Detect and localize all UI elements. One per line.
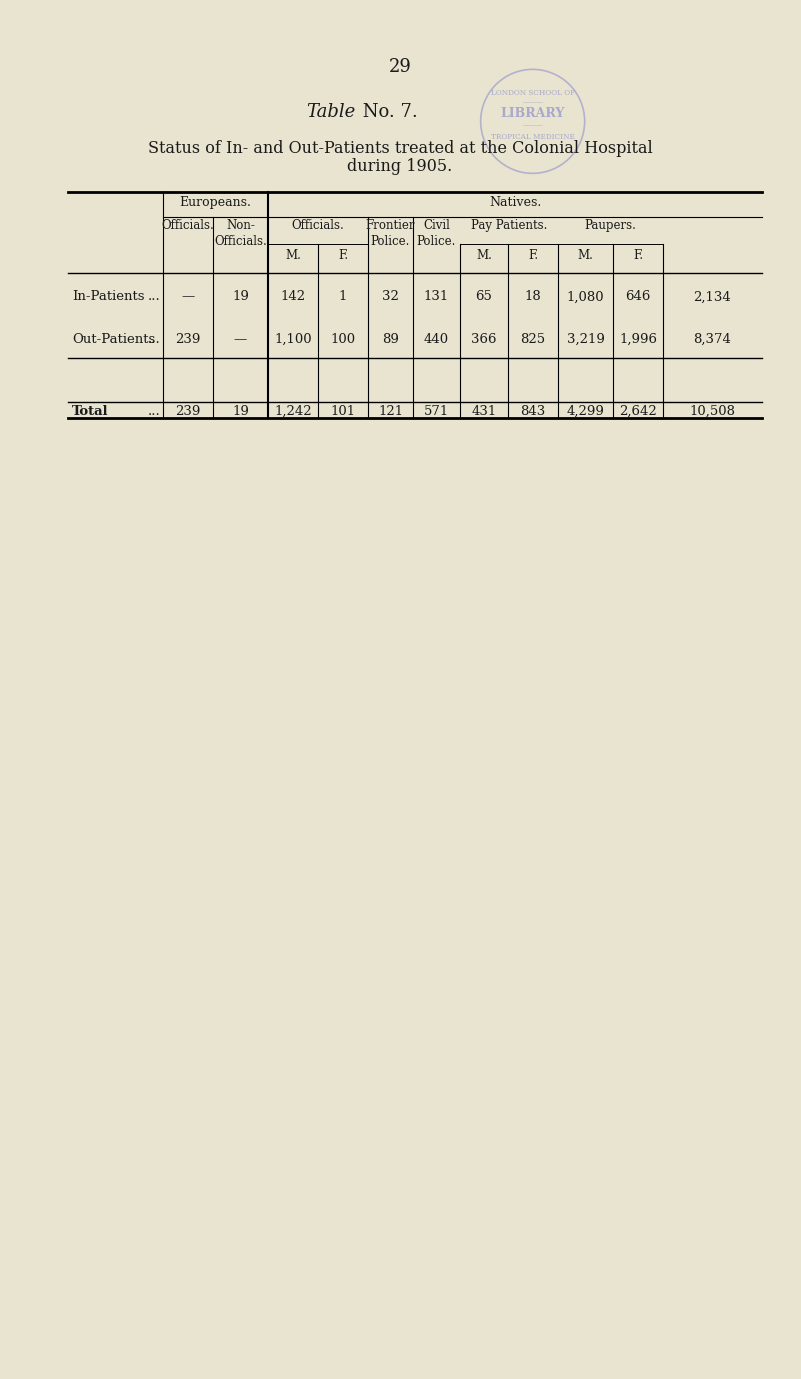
Text: TROPICAL MEDICINE: TROPICAL MEDICINE: [491, 134, 574, 142]
Text: F.: F.: [633, 250, 643, 262]
Text: 100: 100: [331, 332, 356, 346]
Text: Status of In- and Out-Patients treated at the Colonial Hospital: Status of In- and Out-Patients treated a…: [147, 141, 652, 157]
Text: 89: 89: [382, 332, 399, 346]
Text: ———: ———: [522, 99, 543, 105]
Text: F.: F.: [528, 250, 538, 262]
Text: 1,080: 1,080: [566, 291, 604, 303]
Text: 1: 1: [339, 291, 347, 303]
Text: Non-
Officials.: Non- Officials.: [214, 219, 267, 248]
Text: Frontier
Police.: Frontier Police.: [366, 219, 415, 248]
Text: Officials.: Officials.: [292, 219, 344, 232]
Text: 18: 18: [525, 291, 541, 303]
Text: 10,508: 10,508: [690, 405, 735, 418]
Text: —: —: [234, 332, 248, 346]
Text: M.: M.: [285, 250, 301, 262]
Text: 121: 121: [378, 405, 403, 418]
Text: during 1905.: during 1905.: [348, 159, 453, 175]
Text: Europeans.: Europeans.: [179, 196, 252, 210]
Text: ...: ...: [148, 291, 161, 303]
Text: 239: 239: [175, 332, 201, 346]
Text: 142: 142: [280, 291, 305, 303]
Text: ...: ...: [148, 405, 161, 418]
Text: 19: 19: [232, 291, 249, 303]
Text: LIBRARY: LIBRARY: [501, 106, 565, 120]
Text: 571: 571: [424, 405, 449, 418]
Text: Officials.: Officials.: [162, 219, 215, 232]
Text: Natives.: Natives.: [489, 196, 541, 210]
Text: ...: ...: [148, 332, 161, 346]
Text: 2,134: 2,134: [694, 291, 731, 303]
Text: 843: 843: [521, 405, 545, 418]
Text: 431: 431: [471, 405, 497, 418]
Text: Pay Patients.: Pay Patients.: [471, 219, 547, 232]
Text: 646: 646: [626, 291, 650, 303]
Text: 8,374: 8,374: [694, 332, 731, 346]
Text: 29: 29: [388, 58, 412, 76]
Text: 825: 825: [521, 332, 545, 346]
Text: 101: 101: [331, 405, 356, 418]
Text: 32: 32: [382, 291, 399, 303]
Text: 239: 239: [175, 405, 201, 418]
Text: 19: 19: [232, 405, 249, 418]
Text: Out-Patients: Out-Patients: [72, 332, 155, 346]
Text: 65: 65: [476, 291, 493, 303]
Text: M.: M.: [476, 250, 492, 262]
Text: 366: 366: [471, 332, 497, 346]
Text: 2,642: 2,642: [619, 405, 657, 418]
Text: 131: 131: [424, 291, 449, 303]
Text: Total: Total: [72, 405, 109, 418]
Text: LONDON SCHOOL OF: LONDON SCHOOL OF: [490, 90, 575, 98]
Text: 440: 440: [424, 332, 449, 346]
Text: M.: M.: [578, 250, 594, 262]
Text: Table: Table: [306, 103, 355, 121]
Text: 1,100: 1,100: [274, 332, 312, 346]
Text: Civil
Police.: Civil Police.: [417, 219, 457, 248]
Text: 1,242: 1,242: [274, 405, 312, 418]
Text: Paupers.: Paupers.: [585, 219, 637, 232]
Text: F.: F.: [338, 250, 348, 262]
Text: 1,996: 1,996: [619, 332, 657, 346]
Text: 4,299: 4,299: [566, 405, 605, 418]
Text: ———: ———: [522, 123, 543, 128]
Text: 3,219: 3,219: [566, 332, 605, 346]
Text: —: —: [181, 291, 195, 303]
Text: In-Patients: In-Patients: [72, 291, 144, 303]
Text: No. 7.: No. 7.: [357, 103, 418, 121]
